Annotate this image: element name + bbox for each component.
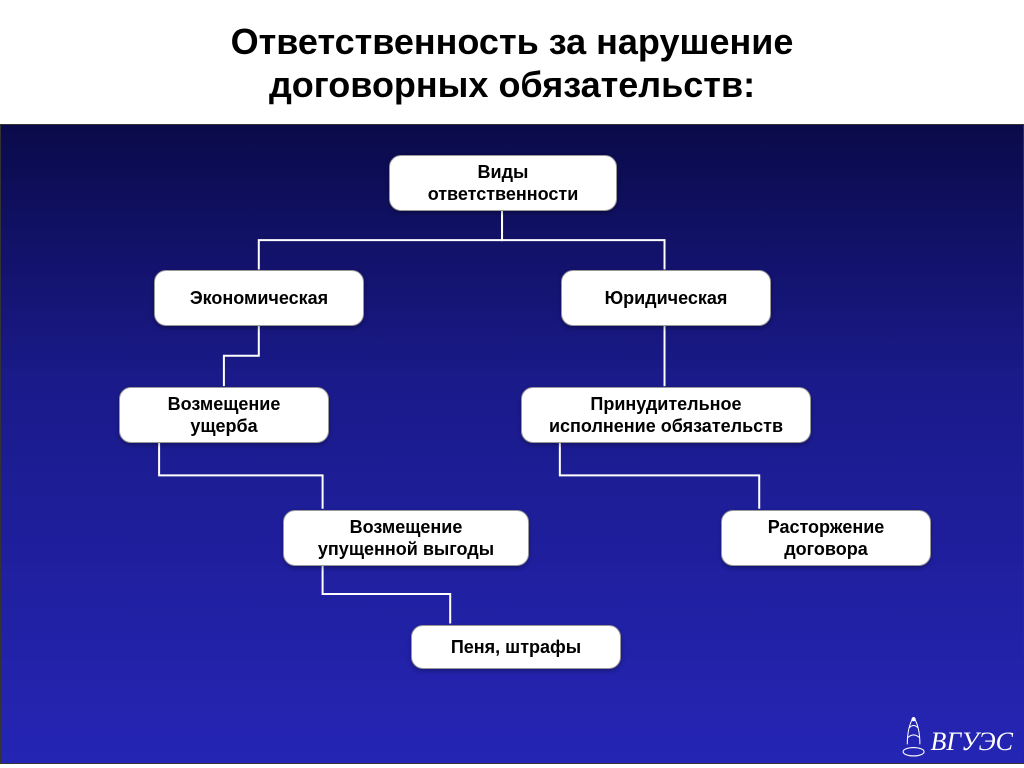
- node-legal: Юридическая: [561, 270, 771, 326]
- title-line-1: Ответственность за нарушение: [231, 21, 794, 62]
- slide-title: Ответственность за нарушение договорных …: [0, 0, 1024, 124]
- university-logo: ВГУЭС: [901, 715, 1013, 757]
- edge-damage-lost: [159, 442, 322, 509]
- edge-lost-fines: [323, 565, 451, 624]
- node-econ: Экономическая: [154, 270, 364, 326]
- node-root: Видыответственности: [389, 155, 617, 211]
- logo-icon: [901, 715, 926, 757]
- node-damage: Возмещениеущерба: [119, 387, 329, 443]
- logo-text: ВГУЭС: [930, 727, 1013, 757]
- diagram-area: ВГУЭС Видыответственности Экономическая Юр…: [0, 124, 1024, 764]
- node-lost: Возмещениеупущенной выгоды: [283, 510, 529, 566]
- node-fines: Пеня, штрафы: [411, 625, 621, 669]
- node-termin: Расторжениедоговора: [721, 510, 931, 566]
- edge-root-econ: [259, 211, 502, 270]
- node-enforce: Принудительноеисполнение обязательств: [521, 387, 811, 443]
- edge-enforce-termin: [560, 442, 759, 509]
- edge-econ-damage: [224, 326, 259, 387]
- title-line-2: договорных обязательств:: [269, 64, 755, 105]
- edge-root-legal: [502, 211, 664, 270]
